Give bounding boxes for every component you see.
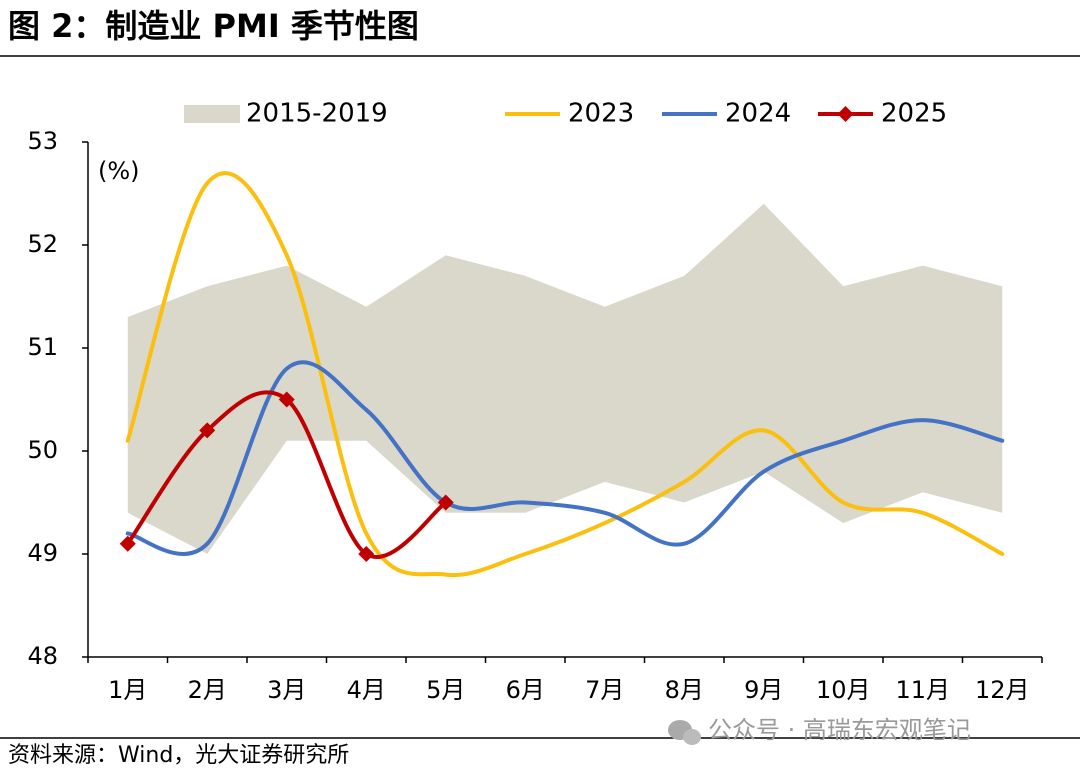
legend-label: 2024 [725, 99, 791, 129]
x-tick-label: 3月 [267, 676, 306, 704]
x-tick-label: 8月 [665, 676, 704, 704]
title: 图 2：制造业 PMI 季节性图 [8, 7, 419, 45]
band-area [127, 203, 1003, 555]
marker [119, 535, 136, 552]
x-tick-label: 9月 [744, 676, 783, 704]
x-tick-label: 12月 [975, 676, 1030, 704]
x-tick-label: 1月 [108, 676, 147, 704]
source: 资料来源：Wind，光大证券研究所 [8, 743, 349, 768]
marker [278, 391, 295, 408]
legend-label: 2015-2019 [246, 99, 388, 129]
legend-marker [837, 106, 854, 122]
marker [437, 494, 454, 511]
x-tick-label: 10月 [816, 676, 871, 704]
y-tick-label: 53 [27, 127, 58, 155]
series-line [125, 360, 1005, 556]
watermark-icon [668, 720, 701, 745]
marker [199, 422, 216, 439]
y-tick-label: 50 [27, 436, 58, 464]
x-tick-label: 11月 [895, 676, 950, 704]
y-axis-label: (%) [98, 157, 140, 185]
marker [358, 546, 375, 562]
legend-swatch [184, 105, 240, 123]
y-tick-label: 52 [27, 230, 58, 258]
watermark: 公众号 · 高瑞东宏观笔记 [708, 716, 971, 744]
y-tick-label: 49 [27, 539, 58, 567]
y-tick-label: 51 [27, 333, 58, 361]
y-tick-label: 48 [27, 642, 58, 670]
x-tick-label: 6月 [506, 676, 545, 704]
x-tick-label: 7月 [585, 676, 624, 704]
legend-label: 2025 [881, 99, 947, 129]
x-tick-label: 5月 [426, 676, 465, 704]
x-tick-label: 4月 [347, 676, 386, 704]
legend-label: 2023 [568, 99, 634, 129]
x-tick-label: 2月 [188, 676, 227, 704]
series-line [125, 171, 1005, 578]
